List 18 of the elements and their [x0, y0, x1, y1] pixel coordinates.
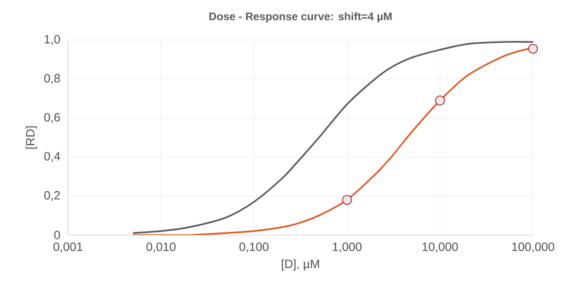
y-tick-label: 0,2: [44, 191, 60, 201]
chart-title: Dose - Response curve: shift=4 µM: [209, 12, 392, 22]
x-tick-label: 100,000: [512, 242, 554, 252]
y-tick-label: 0,8: [44, 74, 60, 84]
point: [342, 194, 352, 205]
y-tick-label: 0: [54, 230, 60, 240]
point: [435, 96, 445, 106]
x-tick-label: 0,100: [239, 242, 269, 252]
y-tick-label: 0,6: [44, 113, 60, 123]
x-tick-label: 0,010: [146, 242, 176, 252]
x-axis-title: [D], µM: [282, 259, 319, 270]
y-tick-label: 1,0: [44, 35, 60, 45]
x-tick-label: 1,000: [332, 242, 362, 252]
x-tick-label: 10,000: [422, 242, 458, 252]
x-tick-label: 0,001: [53, 242, 82, 252]
y-tick-label: 0,4: [44, 152, 60, 162]
point: [528, 44, 538, 54]
y-axis-title: [RD]: [26, 126, 37, 149]
